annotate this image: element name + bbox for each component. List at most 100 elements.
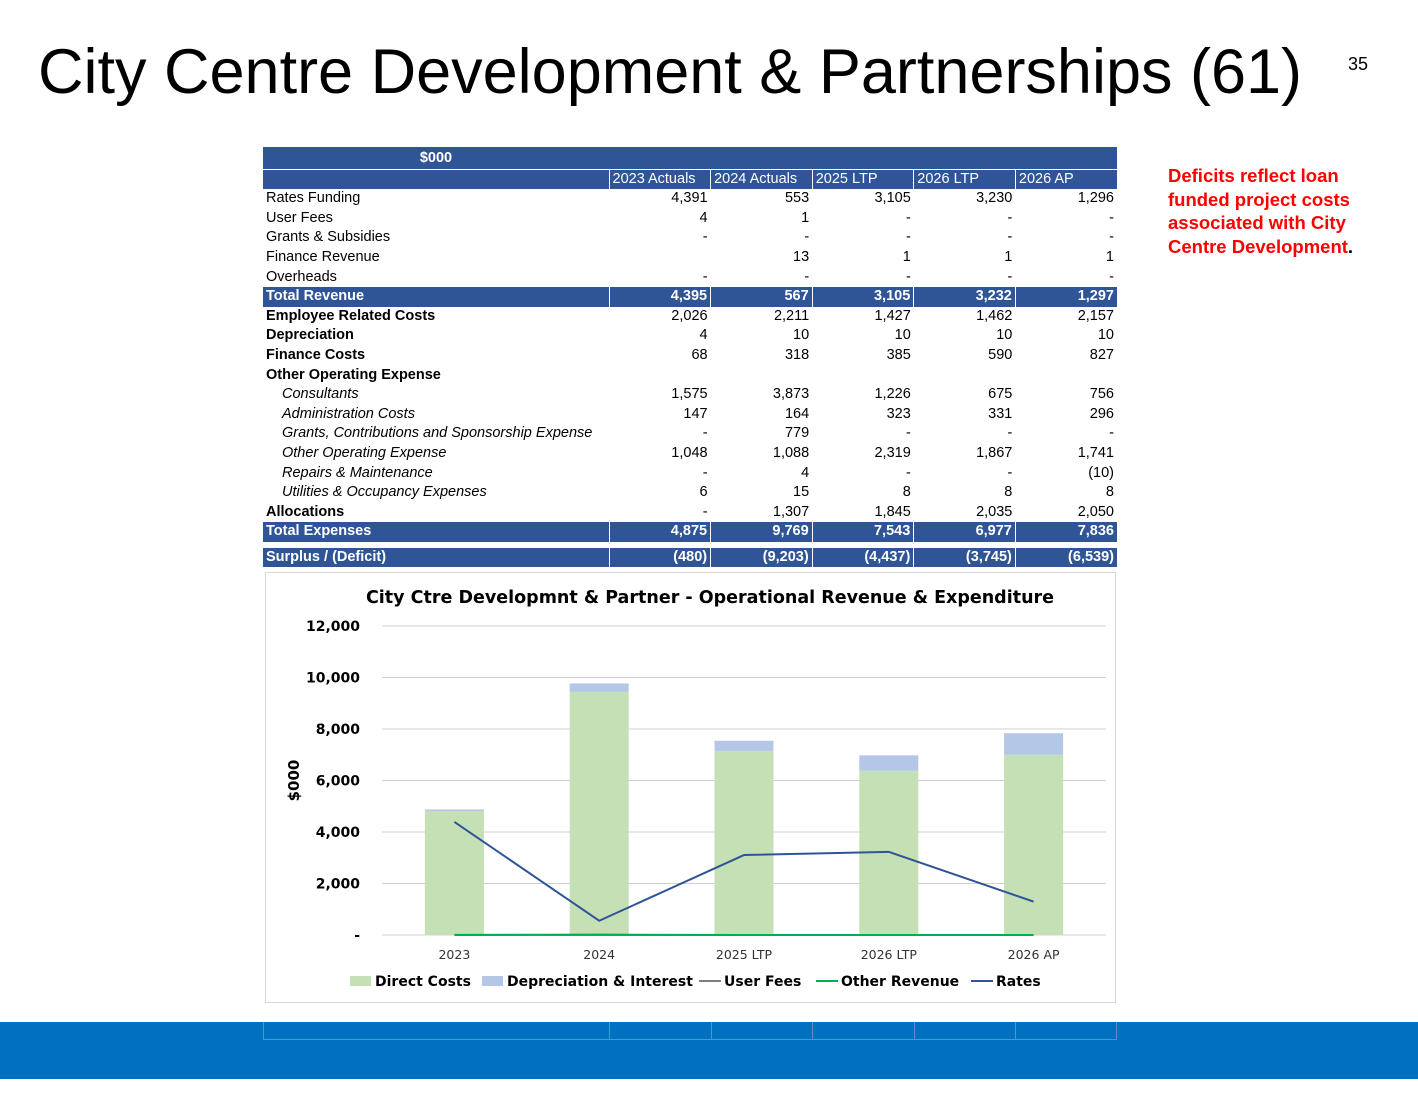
bar-segment bbox=[424, 809, 484, 812]
cell-value: 3,232 bbox=[913, 286, 1016, 307]
row-label: Utilities & Occupancy Expenses bbox=[282, 484, 487, 501]
row-label: User Fees bbox=[266, 209, 333, 226]
cell-value: - bbox=[1109, 209, 1114, 226]
cell-value: 4 bbox=[699, 209, 708, 226]
cell-value: 7,836 bbox=[1014, 522, 1117, 542]
row-label: Other Operating Expense bbox=[266, 366, 441, 383]
y-tick-label: 12,000 bbox=[306, 619, 360, 635]
cell-value: 1,296 bbox=[1077, 190, 1114, 207]
legend-label: Depreciation & Interest bbox=[507, 974, 693, 990]
cell-value bbox=[812, 541, 914, 548]
column-header: 2025 LTP bbox=[811, 169, 914, 189]
cell-value: - bbox=[702, 229, 708, 246]
cell-value: - bbox=[1109, 425, 1114, 442]
column-header: 2023 Actuals bbox=[608, 169, 711, 189]
cell-value: 1 bbox=[1105, 249, 1114, 266]
footer-grid-divider bbox=[1116, 1022, 1117, 1040]
chart: City Ctre Developmnt & Partner - Operati… bbox=[265, 572, 1116, 1003]
x-tick-label: 2025 LTP bbox=[716, 947, 773, 962]
cell-value: 6,977 bbox=[913, 522, 1016, 542]
cell-value: 8 bbox=[1105, 484, 1114, 501]
cell-value: 164 bbox=[784, 405, 810, 422]
cell-value: - bbox=[905, 229, 911, 246]
cell-value: (6,539) bbox=[1014, 547, 1117, 568]
cell-value: (9,203) bbox=[710, 547, 813, 568]
row-label: Repairs & Maintenance bbox=[282, 464, 433, 481]
row-label bbox=[263, 541, 609, 548]
cell-value: (3,745) bbox=[913, 547, 1016, 568]
table-row: Grants, Contributions and Sponsorship Ex… bbox=[263, 424, 1117, 444]
footer-grid-divider bbox=[1015, 1022, 1017, 1040]
cell-value: 1,088 bbox=[772, 445, 810, 462]
footer-band bbox=[0, 1022, 1418, 1079]
cell-value: 2,157 bbox=[1077, 307, 1114, 324]
cell-value: - bbox=[1007, 464, 1013, 481]
cell-value: - bbox=[702, 464, 708, 481]
table-row: Surplus / (Deficit) (480) (9,203) (4,437) (3… bbox=[263, 547, 1117, 568]
cell-value: 318 bbox=[784, 347, 810, 364]
column-header: 2026 AP bbox=[1014, 169, 1117, 189]
deficit-note-period: . bbox=[1347, 235, 1354, 257]
table-row: Finance Revenue 13 1 1 1 bbox=[263, 248, 1117, 268]
cell-value: - bbox=[1109, 229, 1114, 246]
cell-value: (10) bbox=[1088, 464, 1114, 481]
legend-label: User Fees bbox=[724, 974, 801, 990]
cell-value: 3,230 bbox=[976, 190, 1013, 207]
cell-value: 296 bbox=[1089, 405, 1114, 422]
footer-grid-divider bbox=[913, 1022, 915, 1040]
cell-value bbox=[710, 541, 813, 548]
x-tick-label: 2024 bbox=[583, 947, 615, 962]
cell-value: 1,307 bbox=[772, 503, 810, 520]
footer-grid-divider bbox=[710, 1022, 712, 1040]
table-row: Total Expenses 4,875 9,769 7,543 6,977 7,836 bbox=[263, 522, 1117, 542]
page-number: 35 bbox=[1348, 54, 1369, 74]
cell-value: 2,035 bbox=[976, 503, 1013, 520]
cell-value: (4,437) bbox=[811, 547, 914, 568]
y-tick-label: - bbox=[354, 928, 360, 944]
y-tick-label: 6,000 bbox=[316, 774, 361, 790]
table-row: Other Operating Expense 1,048 1,088 2,319 1,… bbox=[263, 444, 1117, 464]
cell-value: 567 bbox=[710, 286, 813, 307]
cell-value: 779 bbox=[784, 425, 810, 442]
x-tick-label: 2026 AP bbox=[1008, 947, 1060, 962]
footer-grid-divider bbox=[609, 1022, 610, 1040]
cell-value bbox=[1015, 541, 1117, 548]
cell-value: 1,462 bbox=[976, 307, 1013, 324]
cell-value: - bbox=[905, 268, 911, 285]
cell-value: 4 bbox=[801, 464, 810, 481]
cell-value: - bbox=[905, 464, 911, 481]
deficit-note: Deficits reflect loan funded project cos… bbox=[1168, 164, 1398, 258]
cell-value: 10 bbox=[793, 327, 810, 344]
cell-value bbox=[1015, 365, 1117, 385]
cell-value: 2,211 bbox=[773, 307, 810, 324]
slide-title: City Centre Development & Partnerships (… bbox=[38, 37, 1303, 107]
table-unit-label: $000 bbox=[263, 147, 609, 170]
footer-grid bbox=[263, 1022, 1117, 1040]
cell-value: 4 bbox=[699, 327, 708, 344]
cell-value bbox=[914, 365, 1016, 385]
bar-segment bbox=[424, 811, 484, 935]
cell-value bbox=[913, 541, 1016, 548]
y-axis-label: $000 bbox=[285, 760, 303, 802]
row-label: Total Revenue bbox=[263, 286, 609, 307]
cell-value: 10 bbox=[894, 327, 911, 344]
cell-value: 9,769 bbox=[710, 522, 813, 542]
footer-grid-divider bbox=[812, 1022, 814, 1040]
table-row: User Fees 4 1 - - - bbox=[263, 209, 1117, 229]
row-label: Finance Revenue bbox=[266, 249, 380, 266]
cell-value: 331 bbox=[988, 405, 1013, 422]
cell-value bbox=[711, 365, 813, 385]
cell-value: - bbox=[804, 229, 810, 246]
cell-value: - bbox=[1007, 229, 1013, 246]
chart-title: City Ctre Developmnt & Partner - Operati… bbox=[366, 588, 1054, 608]
cell-value: 13 bbox=[793, 249, 810, 266]
table-row: Consultants 1,575 3,873 1,226 675 756 bbox=[263, 385, 1117, 405]
y-tick-label: 4,000 bbox=[316, 825, 361, 841]
y-tick-label: 8,000 bbox=[316, 722, 361, 738]
column-header: 2026 LTP bbox=[913, 169, 1016, 189]
cell-value: 756 bbox=[1089, 386, 1114, 403]
financial-table: $000 2023 Actuals 2024 Actuals 2025 LTP … bbox=[263, 147, 1117, 568]
row-label: Finance Costs bbox=[266, 347, 366, 364]
row-label: Rates Funding bbox=[266, 190, 361, 207]
table-row: Allocations - 1,307 1,845 2,035 2,050 bbox=[263, 503, 1117, 523]
